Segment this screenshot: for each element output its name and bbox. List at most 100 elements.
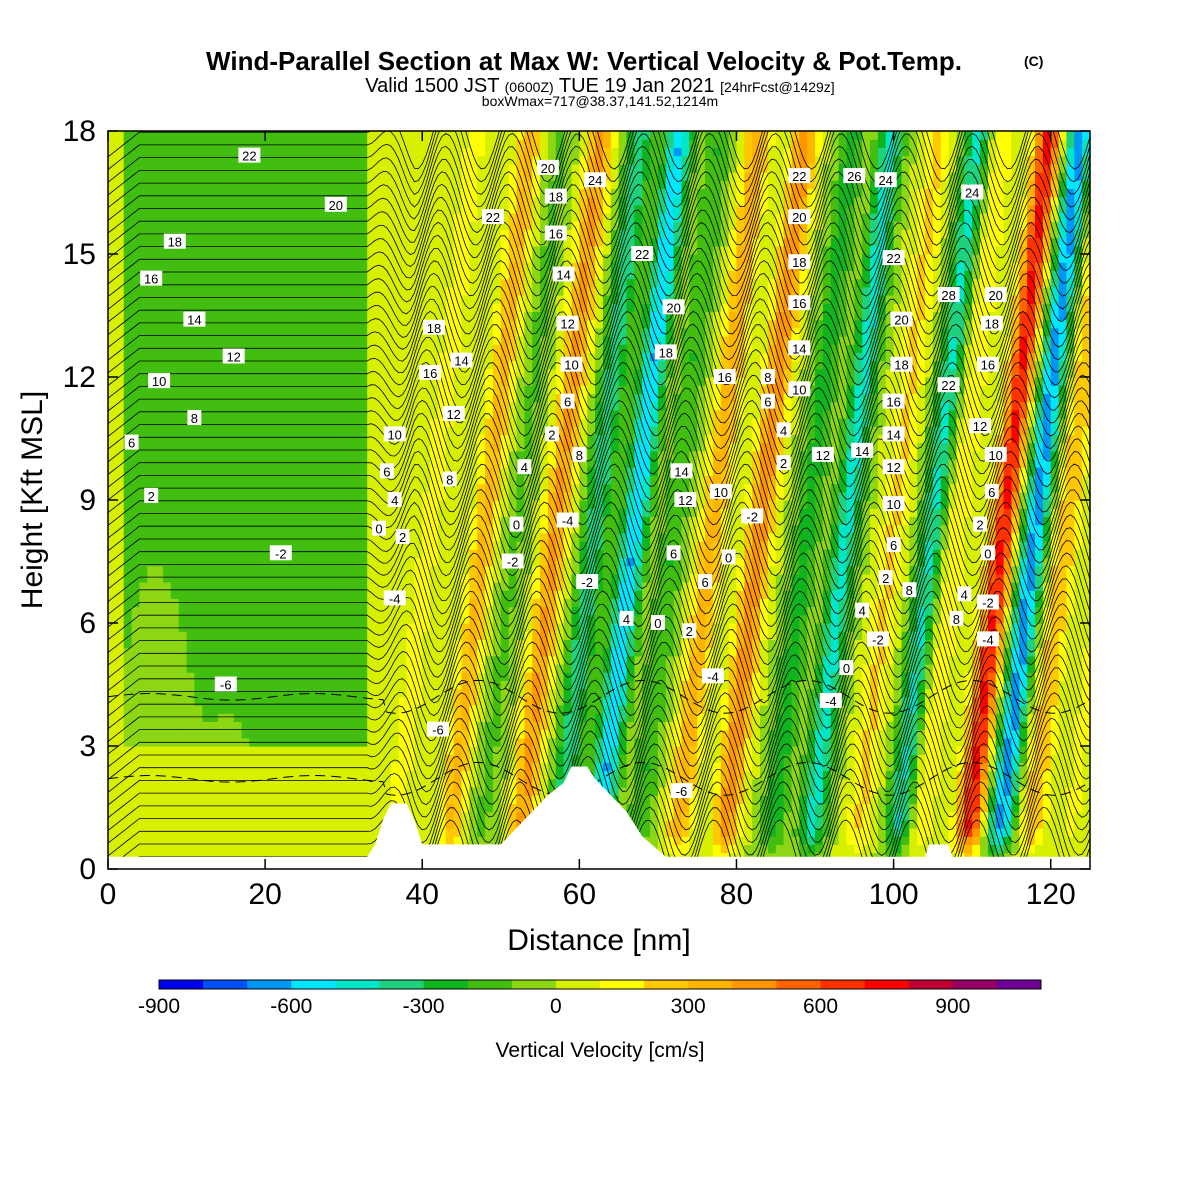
velocity-cell — [367, 754, 376, 763]
velocity-cell — [414, 286, 423, 296]
velocity-cell — [194, 770, 203, 780]
velocity-cell — [186, 770, 196, 780]
velocity-cell — [170, 377, 180, 386]
velocity-cell — [265, 811, 274, 821]
velocity-cell — [477, 204, 486, 214]
velocity-cell — [524, 360, 533, 370]
velocity-cell — [225, 360, 235, 370]
velocity-cell — [492, 254, 502, 263]
velocity-cell — [273, 631, 282, 640]
velocity-cell — [477, 680, 486, 690]
velocity-cell — [288, 770, 298, 780]
velocity-cell — [273, 524, 282, 534]
velocity-cell — [492, 377, 502, 386]
velocity-cell — [375, 541, 384, 550]
velocity-cell — [320, 655, 329, 665]
velocity-cell — [430, 393, 439, 403]
velocity-cell — [540, 754, 549, 763]
velocity-cell — [367, 623, 376, 632]
velocity-cell — [343, 614, 353, 624]
velocity-cell — [163, 770, 172, 780]
velocity-cell — [155, 606, 164, 616]
velocity-cell — [524, 770, 533, 780]
velocity-cell — [492, 344, 502, 353]
velocity-cell — [461, 377, 470, 386]
velocity-cell — [155, 688, 164, 698]
velocity-cell — [155, 754, 164, 763]
velocity-cell — [390, 778, 400, 788]
velocity-cell — [367, 516, 376, 526]
velocity-cell — [123, 311, 133, 321]
velocity-cell — [210, 434, 219, 444]
velocity-cell — [186, 147, 196, 157]
velocity-cell — [147, 188, 156, 198]
velocity-cell — [225, 762, 235, 772]
velocity-cell — [469, 532, 478, 542]
velocity-cell — [430, 311, 439, 321]
velocity-cell — [155, 836, 164, 845]
velocity-cell — [147, 336, 156, 345]
velocity-cell — [485, 229, 494, 239]
velocity-cell — [233, 557, 243, 567]
velocity-cell — [139, 655, 148, 665]
velocity-cell — [516, 450, 525, 460]
velocity-cell — [430, 237, 439, 247]
velocity-cell — [500, 204, 510, 214]
velocity-cell — [131, 377, 141, 386]
velocity-cell — [225, 549, 235, 558]
velocity-cell — [414, 672, 423, 681]
velocity-cell — [257, 213, 266, 222]
velocity-cell — [375, 295, 384, 304]
velocity-cell — [108, 180, 117, 189]
velocity-cell — [186, 262, 196, 271]
velocity-cell — [218, 426, 227, 435]
velocity-cell — [108, 139, 117, 148]
velocity-cell — [469, 467, 478, 476]
velocity-cell — [445, 573, 455, 583]
velocity-cell — [194, 565, 203, 575]
velocity-cell — [312, 705, 321, 714]
velocity-cell — [485, 245, 494, 255]
velocity-cell — [218, 631, 227, 640]
velocity-cell — [469, 336, 478, 345]
velocity-cell — [390, 450, 400, 460]
velocity-cell — [218, 639, 227, 649]
velocity-cell — [265, 319, 274, 329]
velocity-cell — [186, 368, 196, 378]
velocity-cell — [390, 229, 400, 239]
velocity-cell — [139, 188, 148, 198]
velocity-cell — [430, 655, 439, 665]
velocity-cell — [186, 286, 196, 296]
velocity-cell — [186, 270, 196, 280]
velocity-cell — [233, 549, 243, 558]
velocity-cell — [477, 549, 486, 558]
velocity-cell — [186, 664, 196, 673]
velocity-cell — [202, 541, 211, 550]
velocity-cell — [108, 426, 117, 435]
velocity-cell — [218, 368, 227, 378]
velocity-cell — [524, 664, 533, 673]
velocity-cell — [233, 393, 243, 403]
velocity-cell — [390, 787, 400, 796]
velocity-cell — [438, 672, 447, 681]
velocity-cell — [108, 442, 117, 452]
velocity-cell — [438, 696, 447, 706]
velocity-cell — [288, 385, 298, 394]
velocity-cell — [422, 483, 431, 493]
velocity-cell — [186, 828, 196, 837]
velocity-cell — [123, 401, 133, 411]
velocity-cell — [170, 836, 180, 845]
velocity-cell — [445, 491, 455, 501]
velocity-cell — [335, 377, 345, 386]
velocity-cell — [524, 696, 533, 706]
velocity-cell — [335, 163, 345, 173]
velocity-cell — [210, 155, 219, 165]
velocity-cell — [492, 426, 502, 435]
velocity-cell — [288, 623, 298, 632]
velocity-cell — [194, 664, 203, 673]
velocity-cell — [438, 491, 447, 501]
velocity-cell — [328, 770, 337, 780]
velocity-cell — [492, 229, 502, 239]
velocity-cell — [375, 705, 384, 714]
velocity-cell — [516, 278, 525, 288]
